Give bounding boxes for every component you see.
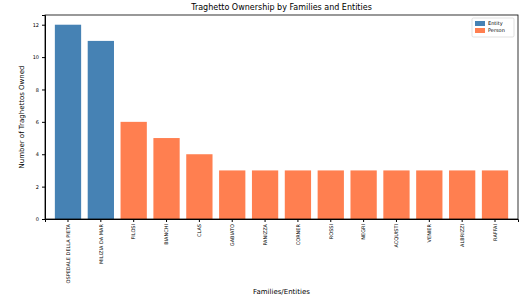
x-tick-mark bbox=[495, 219, 496, 222]
bar bbox=[449, 170, 475, 219]
plot-frame bbox=[45, 15, 518, 219]
x-tick: ACQUISTI bbox=[393, 219, 399, 248]
x-tick-label: GABIATO bbox=[229, 224, 235, 246]
x-tick-mark bbox=[330, 219, 331, 222]
x-tick-label: ROSSI bbox=[328, 224, 334, 239]
x-tick-label: OSPEDALE DELLA PIETA bbox=[65, 223, 71, 283]
x-tick-mark bbox=[166, 219, 167, 222]
legend-swatch bbox=[475, 28, 485, 33]
x-tick-mark bbox=[429, 219, 430, 222]
bar bbox=[252, 170, 278, 219]
bar bbox=[285, 170, 311, 219]
legend-label: Entity bbox=[488, 20, 503, 27]
bar bbox=[416, 170, 442, 219]
x-tick-label: ALBRIZZI bbox=[459, 224, 465, 247]
y-tick-mark bbox=[42, 57, 45, 58]
y-tick: 12 bbox=[33, 22, 45, 28]
x-tick: FILOSI bbox=[130, 219, 136, 240]
legend: EntityPerson bbox=[472, 18, 514, 37]
x-tick-mark bbox=[100, 219, 101, 222]
y-axis-line bbox=[42, 16, 46, 220]
y-tick-mark bbox=[42, 219, 45, 220]
title: Traghetto Ownership by Families and Enti… bbox=[190, 3, 372, 12]
x-tick-label: NEGRI bbox=[360, 224, 366, 240]
y-tick-label: 0 bbox=[36, 216, 39, 222]
x-tick-mark bbox=[396, 219, 397, 222]
y-axis-title: Number of Traghettos Owned bbox=[18, 66, 26, 169]
x-tick-mark bbox=[265, 219, 266, 222]
bar bbox=[350, 170, 376, 219]
legend-item: Person bbox=[475, 27, 505, 33]
x-tick-mark bbox=[67, 219, 68, 222]
x-tick-label: BIANCHI bbox=[163, 224, 169, 245]
x-tick: BIANCHI bbox=[163, 219, 169, 245]
x-tick-mark bbox=[297, 219, 298, 222]
x-tick: ALBRIZZI bbox=[459, 219, 465, 247]
y-axis: 0 2 4 6 8 10 12 bbox=[33, 16, 46, 223]
x-tick-label: FILOSI bbox=[130, 224, 136, 240]
x-tick: VENIER bbox=[426, 219, 432, 242]
x-tick-mark bbox=[133, 219, 134, 222]
bar bbox=[186, 154, 212, 219]
x-tick-mark bbox=[462, 219, 463, 222]
x-tick-label: VENIER bbox=[426, 223, 432, 242]
y-tick: 2 bbox=[36, 184, 45, 190]
x-axis: OSPEDALE DELLA PIETA MILIZIA DA MAR FILOSI… bbox=[46, 219, 519, 283]
x-tick: NEGRI bbox=[360, 219, 366, 240]
x-tick: CLAS bbox=[196, 219, 202, 237]
x-tick-label: PANIZZA bbox=[262, 223, 268, 245]
y-tick: 4 bbox=[36, 151, 45, 157]
x-tick: ROSSI bbox=[328, 219, 334, 239]
bar bbox=[121, 122, 147, 219]
x-tick: RAFFAI bbox=[492, 219, 498, 241]
y-tick: 10 bbox=[33, 54, 45, 60]
y-tick: 8 bbox=[36, 87, 45, 93]
legend-item: Entity bbox=[475, 20, 503, 27]
x-tick-mark bbox=[199, 219, 200, 222]
x-tick: GABIATO bbox=[229, 219, 235, 246]
chart: 0 2 4 6 8 10 12 OSPEDALE DELLA PIETA MILIZIA DA … bbox=[0, 0, 525, 300]
y-tick-label: 6 bbox=[36, 119, 39, 125]
y-tick-label: 4 bbox=[36, 151, 39, 157]
y-tick: 6 bbox=[36, 119, 45, 125]
y-tick-mark bbox=[42, 187, 45, 188]
x-tick-label: ACQUISTI bbox=[393, 224, 399, 248]
x-tick: OSPEDALE DELLA PIETA bbox=[65, 219, 71, 283]
bar bbox=[219, 170, 245, 219]
y-tick-mark bbox=[42, 122, 45, 123]
bar bbox=[318, 170, 344, 219]
x-axis-title: Families/Entities bbox=[253, 288, 310, 296]
x-tick-mark bbox=[363, 219, 364, 222]
legend-label: Person bbox=[488, 27, 505, 33]
x-tick: MILIZIA DA MAR bbox=[98, 219, 104, 264]
legend-swatch bbox=[475, 21, 485, 26]
x-tick-mark bbox=[232, 219, 233, 222]
y-tick-mark bbox=[42, 89, 45, 90]
bar bbox=[55, 25, 81, 219]
legend-box bbox=[472, 18, 514, 37]
y-tick-label: 8 bbox=[36, 87, 39, 93]
bar bbox=[383, 170, 409, 219]
y-tick-label: 12 bbox=[33, 22, 39, 28]
x-tick: CORNER bbox=[295, 219, 301, 245]
bar bbox=[88, 41, 114, 219]
y-tick-label: 2 bbox=[36, 184, 39, 190]
y-tick-mark bbox=[42, 25, 45, 26]
y-tick: 0 bbox=[36, 216, 45, 222]
y-tick-label: 10 bbox=[33, 54, 39, 60]
bars bbox=[55, 25, 508, 219]
x-tick-label: CORNER bbox=[295, 223, 301, 245]
y-tick-mark bbox=[42, 154, 45, 155]
bar bbox=[153, 138, 179, 219]
x-tick: PANIZZA bbox=[262, 219, 268, 246]
x-tick-label: CLAS bbox=[196, 224, 202, 237]
x-axis-line bbox=[46, 220, 519, 223]
bar bbox=[482, 170, 508, 219]
x-tick-label: RAFFAI bbox=[492, 224, 498, 241]
x-tick-label: MILIZIA DA MAR bbox=[98, 223, 104, 263]
